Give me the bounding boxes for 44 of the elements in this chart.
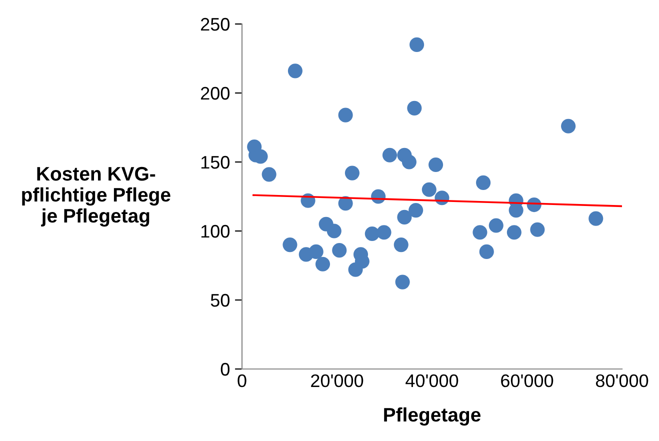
point	[472, 225, 488, 240]
point	[488, 218, 504, 233]
point	[476, 175, 491, 190]
point	[332, 243, 347, 258]
y-tick-label: 250	[200, 18, 230, 31]
y-tick-label: 50	[210, 294, 230, 307]
point	[407, 100, 422, 116]
point	[479, 244, 494, 259]
x-tick-label: 40'000	[406, 374, 458, 388]
point	[395, 274, 410, 290]
x-axis-title: Pflegetage	[384, 407, 481, 426]
point	[315, 256, 330, 272]
point	[348, 262, 363, 277]
y-tick-label: 100	[201, 224, 230, 238]
point	[344, 166, 360, 180]
point	[382, 148, 398, 162]
x-tick-label: 0	[238, 374, 246, 388]
y-tick-label: 150	[201, 156, 230, 169]
y-tick-label: 200	[200, 86, 230, 100]
y-tick-label: 0	[220, 362, 230, 376]
point	[561, 118, 576, 134]
point	[530, 222, 545, 237]
point	[508, 203, 524, 218]
point	[338, 108, 353, 122]
point	[588, 211, 604, 226]
point	[397, 210, 412, 224]
point	[376, 225, 392, 240]
point	[428, 157, 444, 172]
point	[394, 238, 408, 252]
point	[408, 203, 424, 218]
point	[422, 182, 436, 197]
point	[402, 154, 416, 170]
y-axis-title: Kosten KVG- pflichtige Pflege je Pflegetag	[22, 166, 170, 227]
x-tick-label: 60'000	[501, 374, 554, 388]
x-tick-label: 80'000	[596, 374, 648, 388]
point	[364, 226, 380, 242]
point	[410, 37, 424, 52]
point	[506, 225, 522, 240]
point	[282, 238, 298, 252]
point	[308, 244, 324, 259]
point	[288, 64, 302, 78]
x-tick-label: 20'000	[311, 374, 364, 388]
point	[326, 224, 342, 238]
point	[262, 167, 276, 182]
